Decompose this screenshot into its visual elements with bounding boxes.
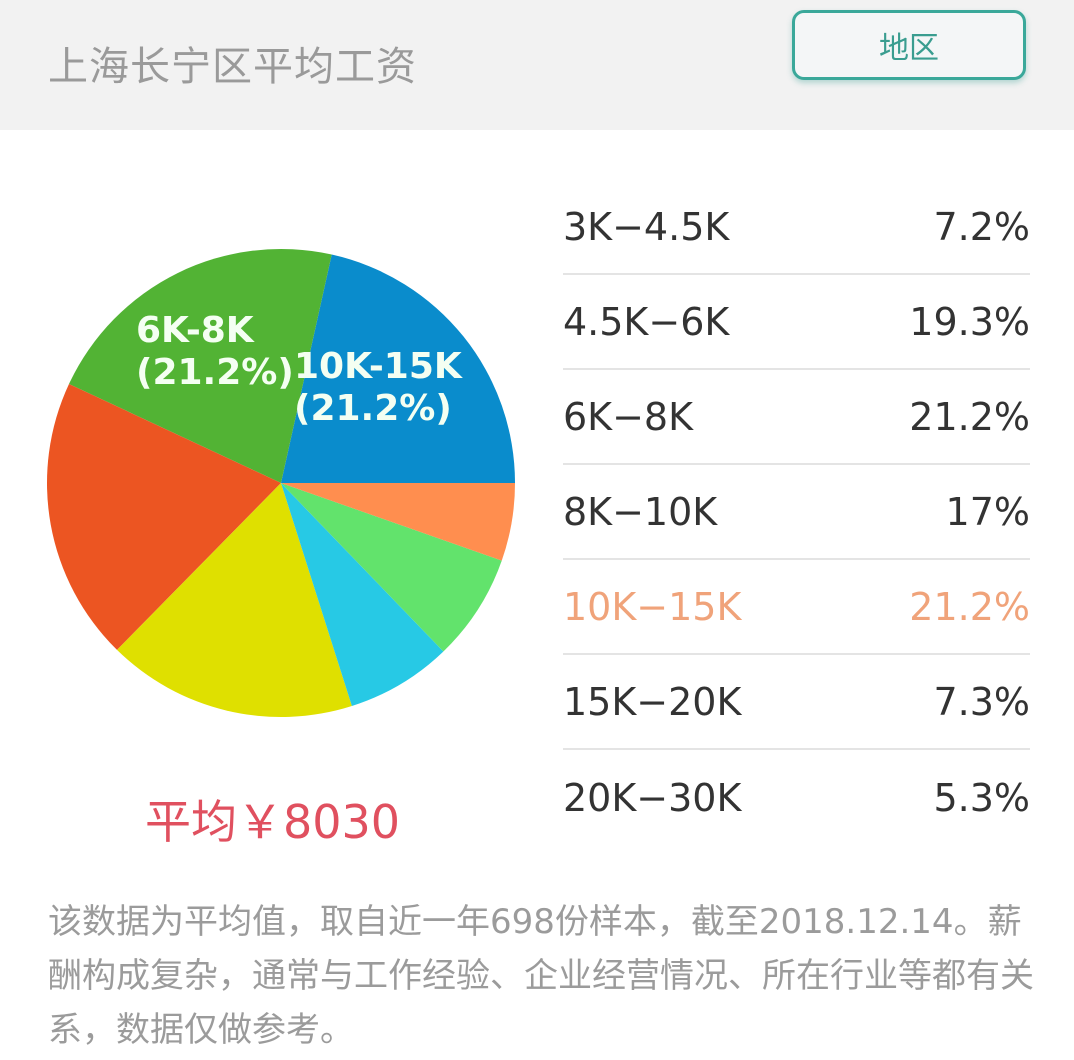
pie-slice-8K-10K: [116, 483, 352, 717]
pie-svg: [46, 249, 515, 717]
header: 上海长宁区平均工资 地区: [0, 0, 1074, 130]
average-salary: 平均￥8030: [145, 795, 401, 849]
legend-pct: 21.2%: [909, 394, 1030, 439]
pie-label-name: 6K-8K: [136, 310, 254, 351]
legend-row: 6K−8K 21.2%: [563, 370, 1030, 465]
salary-pie-chart: 6K-8K (21.2%) 10K-15K (21.2%): [44, 246, 520, 722]
pie-slice-3K-4.5K: [281, 483, 444, 707]
legend-pct: 19.3%: [909, 299, 1030, 344]
region-button[interactable]: 地区: [792, 10, 1026, 80]
pie-label-name: 10K-15K: [294, 346, 462, 387]
legend-row: 15K−20K 7.3%: [563, 655, 1030, 750]
legend-row: 20K−30K 5.3%: [563, 750, 1030, 845]
legend-pct: 7.2%: [933, 204, 1030, 249]
legend-pct: 7.3%: [933, 679, 1030, 724]
pie-slice-4.5K-6K: [46, 383, 281, 650]
pie-label-pct: (21.2%): [294, 388, 452, 429]
legend-pct: 21.2%: [909, 584, 1030, 629]
data-note: 该数据为平均值，取自近一年698份样本，截至2018.12.14。薪酬构成复杂，…: [48, 902, 1034, 1050]
legend-row: 4.5K−6K 19.3%: [563, 275, 1030, 370]
legend-pct: 5.3%: [933, 775, 1030, 820]
pie-label-pct: (21.2%): [136, 352, 294, 393]
page-title: 上海长宁区平均工资: [48, 44, 417, 90]
legend-row: 8K−10K 17%: [563, 465, 1030, 560]
salary-legend: 3K−4.5K 7.2% 4.5K−6K 19.3% 6K−8K 21.2% 8K−1…: [563, 180, 1030, 845]
pie-slice-20K-30K: [281, 483, 515, 561]
legend-range: 3K−4.5K: [563, 204, 730, 249]
pie-slice-6K-8K: [68, 249, 332, 483]
legend-range: 8K−10K: [563, 489, 718, 534]
legend-range: 20K−30K: [563, 775, 742, 820]
pie-slice-15K-20K: [281, 483, 502, 652]
legend-range: 4.5K−6K: [563, 299, 730, 344]
pie-label-10k-15k: 10K-15K (21.2%): [294, 346, 462, 430]
pie-slice-10K-15K: [281, 254, 515, 483]
legend-row-highlighted: 10K−15K 21.2%: [563, 560, 1030, 655]
legend-pct: 17%: [945, 489, 1030, 534]
legend-range: 6K−8K: [563, 394, 694, 439]
pie-label-6k-8k: 6K-8K (21.2%): [136, 310, 294, 394]
legend-row: 3K−4.5K 7.2%: [563, 180, 1030, 275]
legend-range: 15K−20K: [563, 679, 742, 724]
legend-range: 10K−15K: [563, 584, 742, 629]
